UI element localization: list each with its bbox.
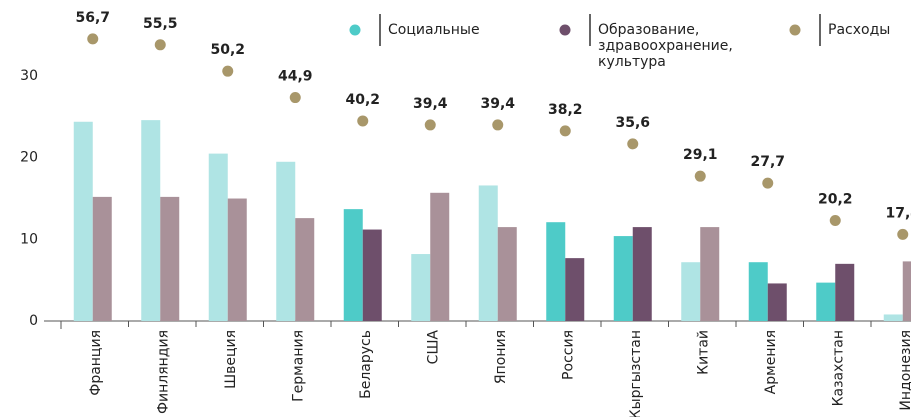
legend-swatch <box>559 24 571 36</box>
expense-dot <box>762 177 774 189</box>
bar <box>632 227 652 321</box>
bar <box>92 196 112 321</box>
bar <box>73 121 93 321</box>
expense-dot <box>289 92 301 104</box>
bar <box>767 283 787 321</box>
bar <box>546 222 566 321</box>
bar <box>835 263 855 321</box>
x-tick-label: Беларусь <box>358 330 374 399</box>
x-tick-label: Китай <box>695 330 711 375</box>
y-tick-label: 30 <box>20 68 38 84</box>
data-label: 17,4 <box>885 205 911 221</box>
x-tick-label: Армения <box>763 330 779 394</box>
legend-label: Образование, здравоохранение, культура <box>598 22 733 70</box>
expense-dot <box>154 39 166 51</box>
data-label: 20,2 <box>818 191 853 207</box>
data-label: 38,2 <box>548 102 583 118</box>
bar <box>276 161 296 321</box>
x-tick-label: Кыргызстан <box>628 330 644 417</box>
expense-dot <box>424 119 436 131</box>
bar <box>478 185 498 321</box>
legend-label: Расходы <box>828 22 891 38</box>
x-tick-label: Германия <box>290 330 306 402</box>
bar <box>411 254 431 321</box>
bar <box>430 192 450 321</box>
bar <box>565 258 585 321</box>
x-tick-label: Япония <box>493 330 509 384</box>
bar <box>295 218 315 321</box>
x-tick-label: Швеция <box>223 330 239 389</box>
expense-dot <box>897 228 909 240</box>
bar <box>681 262 701 321</box>
x-tick-label: Франция <box>88 330 104 396</box>
bar <box>748 262 768 321</box>
expense-dot <box>87 33 99 45</box>
x-tick-label: Финляндия <box>155 330 171 414</box>
bar <box>883 314 903 321</box>
bar <box>343 209 363 321</box>
bar <box>208 153 228 321</box>
data-label: 50,2 <box>210 42 245 58</box>
data-label: 55,5 <box>143 16 178 32</box>
legend-swatch <box>349 24 361 36</box>
data-label: 39,4 <box>413 96 448 112</box>
expense-dot <box>559 125 571 137</box>
legend-swatch <box>789 24 801 36</box>
bar <box>700 227 720 321</box>
data-label: 35,6 <box>615 115 650 131</box>
data-label: 27,7 <box>750 154 785 170</box>
data-label: 39,4 <box>480 96 515 112</box>
x-tick-label: Индонезия <box>898 330 911 411</box>
data-label: 44,9 <box>278 69 313 85</box>
x-tick-label: Россия <box>560 330 576 380</box>
bar <box>227 198 247 321</box>
bar <box>613 236 633 321</box>
expense-dot <box>627 138 639 150</box>
expense-dot <box>694 170 706 182</box>
y-tick-label: 10 <box>20 231 38 247</box>
x-tick-label: США <box>425 330 441 365</box>
bar <box>141 120 161 322</box>
data-label: 29,1 <box>683 147 718 163</box>
x-tick-label: Казахстан <box>830 330 846 406</box>
y-tick-label: 20 <box>20 150 38 166</box>
data-label: 40,2 <box>345 92 380 108</box>
expense-dot <box>829 214 841 226</box>
data-label: 56,7 <box>75 10 110 26</box>
expense-dot <box>492 119 504 131</box>
y-tick-label: 0 <box>29 313 38 329</box>
bar <box>816 282 836 321</box>
legend-label: Социальные <box>388 22 480 38</box>
bar <box>160 196 180 321</box>
expense-dot <box>357 115 369 127</box>
bar <box>362 229 382 321</box>
bar <box>497 227 517 321</box>
expense-dot <box>222 65 234 77</box>
bar <box>902 261 911 321</box>
